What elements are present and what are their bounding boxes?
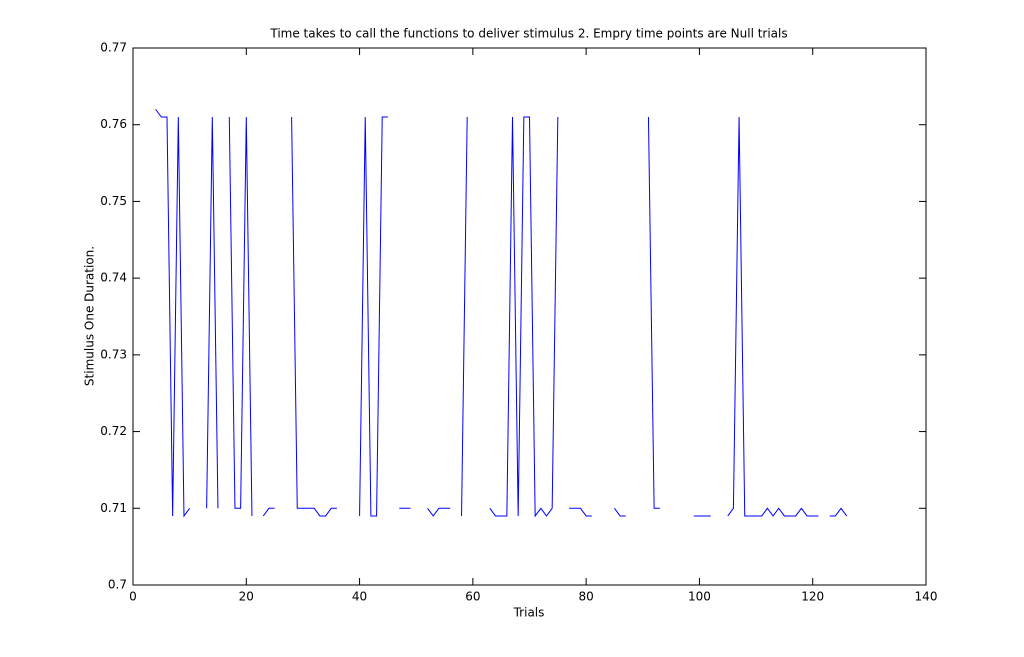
x-tick-label: 80 [579, 590, 594, 604]
data-line [155, 109, 848, 518]
y-tick-label: 0.73 [100, 347, 127, 361]
x-tick-label: 20 [239, 590, 254, 604]
y-axis-label: Stimulus One Duration. [83, 246, 97, 386]
y-tick-label: 0.76 [100, 117, 127, 131]
y-tick-label: 0.71 [100, 501, 127, 515]
x-tick-label: 120 [801, 590, 824, 604]
x-tick-label: 60 [465, 590, 480, 604]
y-tick-label: 0.77 [100, 41, 127, 55]
y-tick-label: 0.75 [100, 194, 127, 208]
x-tick-label: 0 [129, 590, 137, 604]
x-axis-label: Trials [513, 606, 545, 620]
x-tick-label: 100 [688, 590, 711, 604]
y-tick-label: 0.74 [100, 271, 127, 285]
x-tick-label: 140 [915, 590, 938, 604]
x-tick-label: 40 [352, 590, 367, 604]
y-tick-label: 0.72 [100, 424, 127, 438]
chart-title: Time takes to call the functions to deli… [269, 27, 787, 41]
y-tick-label: 0.7 [108, 578, 127, 592]
